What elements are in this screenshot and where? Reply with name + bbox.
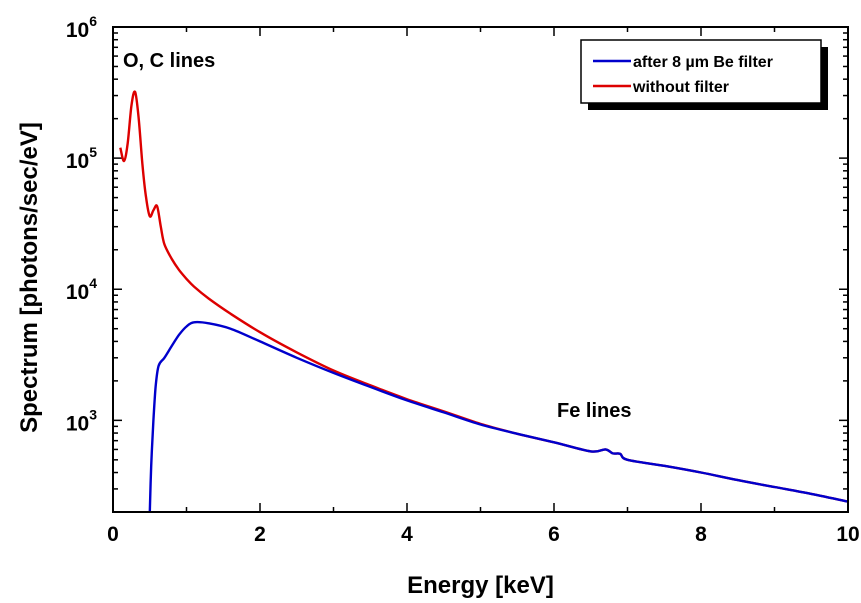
x-tick-label: 4: [401, 523, 413, 546]
x-tick-label: 0: [107, 523, 119, 546]
x-tick-label: 2: [254, 523, 266, 546]
annotation-fe-lines: Fe lines: [557, 400, 631, 422]
chart-series: [119, 90, 849, 513]
legend-label-be-filter: after 8 µm Be filter: [633, 54, 773, 71]
x-tick-label: 8: [695, 523, 707, 546]
series-line-without-filter: [119, 90, 849, 503]
legend-label-without-filter: without filter: [632, 79, 729, 96]
y-tick-label: 105: [66, 144, 97, 173]
legend: after 8 µm Be filter without filter: [580, 39, 828, 110]
series-line-be-filter: [148, 320, 849, 513]
y-tick-label: 106: [66, 13, 97, 42]
x-tick-label: 10: [836, 523, 859, 546]
x-axis-title: Energy [keV]: [407, 572, 554, 599]
plot-frame: [112, 26, 849, 513]
y-tick-label: 104: [66, 275, 97, 304]
y-tick-label: 103: [66, 406, 97, 435]
y-axis-title: Spectrum [photons/sec/eV]: [16, 122, 43, 433]
legend-box: [580, 39, 822, 104]
annotation-o-c-lines: O, C lines: [123, 50, 215, 72]
x-tick-label: 6: [548, 523, 560, 546]
chart-labels: 0 2 4 6 8 10 103 104 105 106: [66, 13, 860, 546]
